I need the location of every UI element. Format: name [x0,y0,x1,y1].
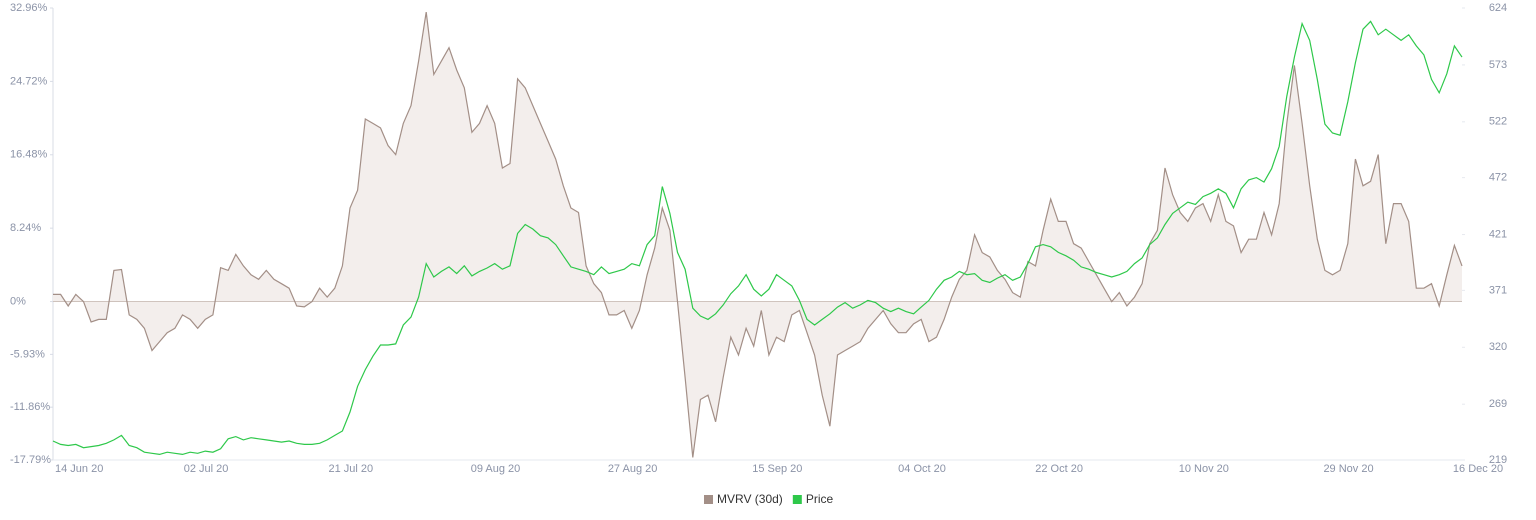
x-tick-label: 27 Aug 20 [608,463,658,475]
series-line [52,20,1463,456]
y2-tick-label: 421 [1489,228,1507,240]
y-tick-label: 0% [10,295,26,307]
y-tick-label: -5.93% [10,348,45,360]
series-area [53,12,1462,458]
y2-tick-label: 522 [1489,116,1507,128]
y-tick-label: 16.48% [10,149,48,161]
x-tick-label: 14 Jun 20 [55,463,103,475]
y2-tick-label: 573 [1489,59,1507,71]
x-tick-label: 16 Dec 20 [1453,463,1503,475]
y-tick-label: -17.79% [10,454,51,466]
x-tick-label: 02 Jul 20 [184,463,229,475]
legend-swatch [792,495,802,504]
x-tick-label: 22 Oct 20 [1035,463,1083,475]
y2-tick-label: 320 [1489,341,1507,353]
x-tick-label: 10 Nov 20 [1179,463,1229,475]
series-line [53,12,1463,458]
x-tick-label: 09 Aug 20 [471,463,521,475]
legend-label: MVRV (30d) [717,492,783,506]
legend-swatch [704,495,713,504]
legend-label: Price [806,492,834,506]
y-tick-label: -11.86% [10,401,50,413]
y-tick-label: 32.96% [10,2,48,14]
y-tick-label: 8.24% [10,222,41,234]
y2-tick-label: 472 [1489,172,1507,184]
x-tick-label: 21 Jul 20 [328,463,373,475]
x-tick-label: 15 Sep 20 [752,463,802,475]
x-tick-label: 04 Oct 20 [898,463,946,475]
y2-tick-label: 371 [1489,284,1507,296]
y2-tick-label: 219 [1489,454,1507,466]
y2-tick-label: 269 [1489,398,1507,410]
x-tick-label: 29 Nov 20 [1323,463,1373,475]
y2-tick-label: 624 [1489,2,1507,14]
y-tick-label: 24.72% [10,75,48,87]
